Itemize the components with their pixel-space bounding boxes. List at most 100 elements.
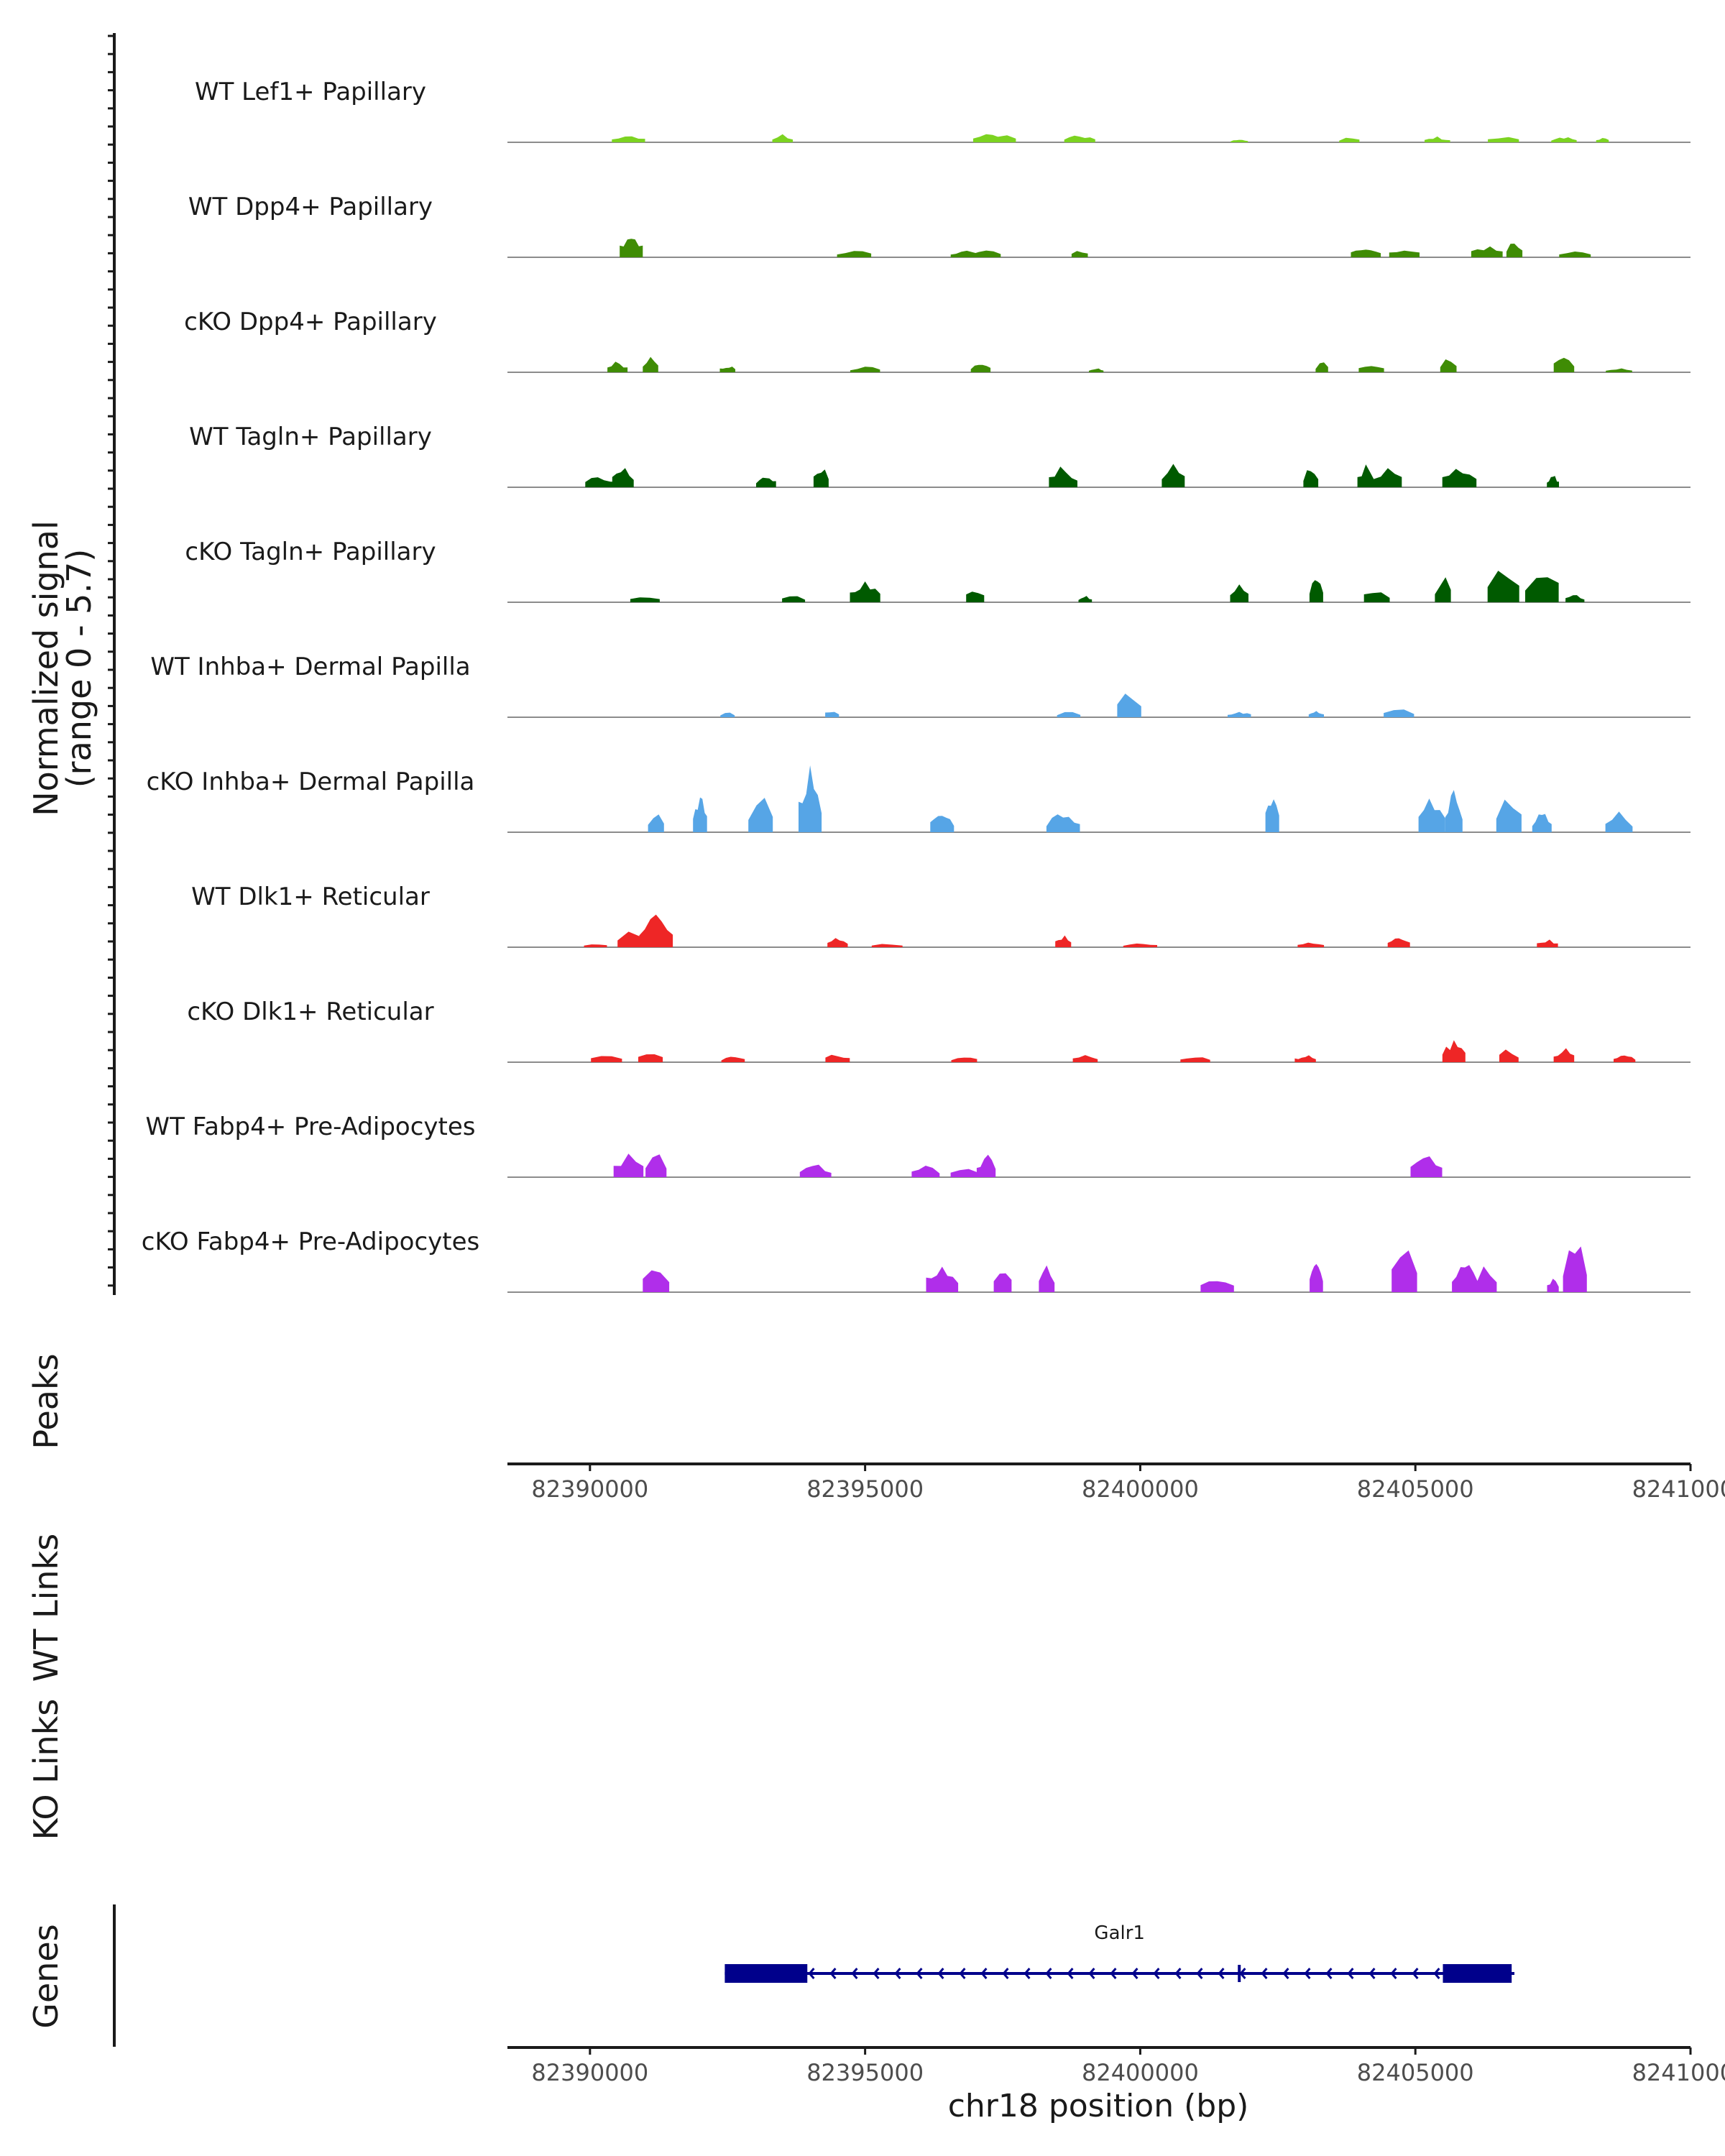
genes-panel-title: Genes bbox=[27, 1924, 65, 2028]
coverage-peak bbox=[825, 711, 840, 717]
track-label: cKO Dlk1+ Reticular bbox=[187, 998, 433, 1026]
coverage-peak bbox=[1487, 571, 1519, 602]
strand-arrow bbox=[851, 1968, 858, 1979]
coverage-peak bbox=[1180, 1057, 1210, 1062]
track-label: cKO Fabp4+ Pre-Adipocytes bbox=[142, 1227, 480, 1256]
x-tick-label: 82410000 bbox=[1632, 1475, 1725, 1503]
coverage-peak bbox=[950, 1169, 978, 1177]
coverage-peak bbox=[643, 1270, 670, 1292]
coverage-peak bbox=[584, 944, 607, 947]
coverage-peak bbox=[1387, 938, 1410, 947]
coverage-peak bbox=[1614, 1055, 1636, 1062]
x-axis-title: chr18 position (bp) bbox=[948, 2088, 1249, 2124]
coverage-y-ticks bbox=[108, 34, 114, 1287]
coverage-peak bbox=[630, 597, 660, 602]
coverage-track: cKO Fabp4+ Pre-Adipocytes bbox=[142, 1227, 1690, 1293]
coverage-tracks: WT Lef1+ Papillary WT Dpp4+ Papillary cKO … bbox=[142, 78, 1690, 1293]
coverage-peak bbox=[1308, 711, 1324, 717]
coverage-peak bbox=[612, 136, 645, 142]
strand-arrow bbox=[937, 1968, 944, 1979]
coverage-peak bbox=[721, 1056, 745, 1062]
coverage-peak bbox=[1471, 246, 1503, 257]
coverage-track: cKO Dlk1+ Reticular bbox=[187, 998, 1690, 1063]
track-label: WT Tagln+ Papillary bbox=[189, 423, 432, 451]
coverage-peak bbox=[1230, 584, 1248, 602]
coverage-track: WT Lef1+ Papillary bbox=[195, 78, 1690, 143]
strand-arrow bbox=[808, 1968, 815, 1979]
coverage-peak bbox=[837, 251, 872, 257]
coverage-peak bbox=[850, 581, 880, 602]
coverage-peak bbox=[748, 798, 773, 832]
coverage-peak bbox=[970, 364, 991, 372]
wt-links-panel: WT Links bbox=[27, 1534, 65, 1682]
coverage-peak bbox=[638, 1054, 663, 1062]
coverage-peak bbox=[1078, 596, 1092, 602]
coverage-peak bbox=[1551, 137, 1577, 142]
coverage-peak bbox=[1477, 1266, 1497, 1292]
coverage-peak bbox=[1506, 244, 1523, 257]
x-tick-label: 82410000 bbox=[1632, 2059, 1725, 2086]
coverage-peak bbox=[1532, 814, 1552, 832]
gene-name-label: Galr1 bbox=[1094, 1922, 1145, 1944]
coverage-peak bbox=[648, 814, 664, 832]
strand-arrow bbox=[980, 1968, 988, 1979]
coverage-peak bbox=[1339, 137, 1360, 142]
coverage-peak bbox=[1303, 470, 1319, 487]
coverage-peak bbox=[1057, 711, 1081, 717]
coverage-peak bbox=[993, 1273, 1012, 1292]
coverage-peak bbox=[1442, 469, 1477, 487]
coverage-peak bbox=[1123, 943, 1157, 947]
genes-x-axis: 82390000 82395000 82400000 82405000 82410000 bbox=[507, 2046, 1725, 2086]
peaks-x-axis: 82390000 82395000 82400000 82405000 82410000 bbox=[507, 1462, 1725, 1503]
coverage-peak bbox=[911, 1166, 940, 1177]
coverage-peak bbox=[756, 477, 776, 487]
coverage-peak bbox=[1309, 580, 1323, 602]
coverage-peak bbox=[1547, 476, 1559, 487]
x-tick-label: 82405000 bbox=[1357, 1475, 1474, 1503]
x-tick-label: 82405000 bbox=[1357, 2059, 1474, 2086]
coverage-peak bbox=[926, 1266, 959, 1292]
strand-arrow bbox=[873, 1968, 880, 1979]
gene-model: Galr1 bbox=[724, 1922, 1515, 1983]
coverage-peak bbox=[1553, 1048, 1575, 1062]
coverage-peak bbox=[1297, 942, 1325, 947]
ko-links-panel: KO Links bbox=[27, 1699, 65, 1841]
coverage-peak bbox=[1392, 1250, 1417, 1292]
coverage-peak bbox=[966, 591, 985, 602]
strand-arrow bbox=[1131, 1968, 1138, 1979]
coverage-peak bbox=[799, 765, 822, 832]
coverage-peak bbox=[1089, 368, 1104, 372]
strand-arrow bbox=[1261, 1968, 1268, 1979]
peaks-panel: Peaks 82390000 82395000 82400000 82405000 82… bbox=[27, 1353, 1725, 1503]
coverage-peak bbox=[782, 596, 806, 602]
coverage-peak bbox=[989, 135, 1016, 142]
coverage-peak bbox=[1553, 357, 1575, 372]
strand-arrow bbox=[1325, 1968, 1333, 1979]
coverage-peak bbox=[1452, 1265, 1478, 1292]
coverage-peak bbox=[930, 816, 954, 832]
coverage-peak bbox=[1046, 814, 1080, 832]
strand-arrow bbox=[1239, 1968, 1246, 1979]
coverage-peak bbox=[613, 1153, 644, 1177]
strand-arrow bbox=[829, 1968, 837, 1979]
x-tick-label: 82395000 bbox=[806, 1475, 924, 1503]
coverage-peak bbox=[1357, 464, 1374, 487]
strand-arrow bbox=[1433, 1968, 1440, 1979]
coverage-y-axis-title: Normalized signal bbox=[27, 520, 65, 816]
coverage-peak bbox=[871, 944, 903, 947]
track-label: WT Dpp4+ Papillary bbox=[188, 193, 433, 221]
coverage-peak bbox=[1389, 250, 1420, 257]
coverage-peak bbox=[1071, 251, 1088, 257]
gene-exon bbox=[1443, 1964, 1512, 1983]
wt-links-panel-title: WT Links bbox=[27, 1534, 65, 1682]
coverage-peak bbox=[1310, 1263, 1323, 1292]
coverage-peak bbox=[1563, 1246, 1587, 1292]
gene-exon bbox=[724, 1964, 808, 1983]
strand-arrow bbox=[916, 1968, 923, 1979]
strand-arrow bbox=[1024, 1968, 1031, 1979]
coverage-peak bbox=[1162, 464, 1185, 487]
coverage-peak bbox=[976, 1154, 996, 1177]
coverage-track: cKO Inhba+ Dermal Papilla bbox=[147, 765, 1690, 833]
coverage-peak bbox=[612, 468, 634, 487]
